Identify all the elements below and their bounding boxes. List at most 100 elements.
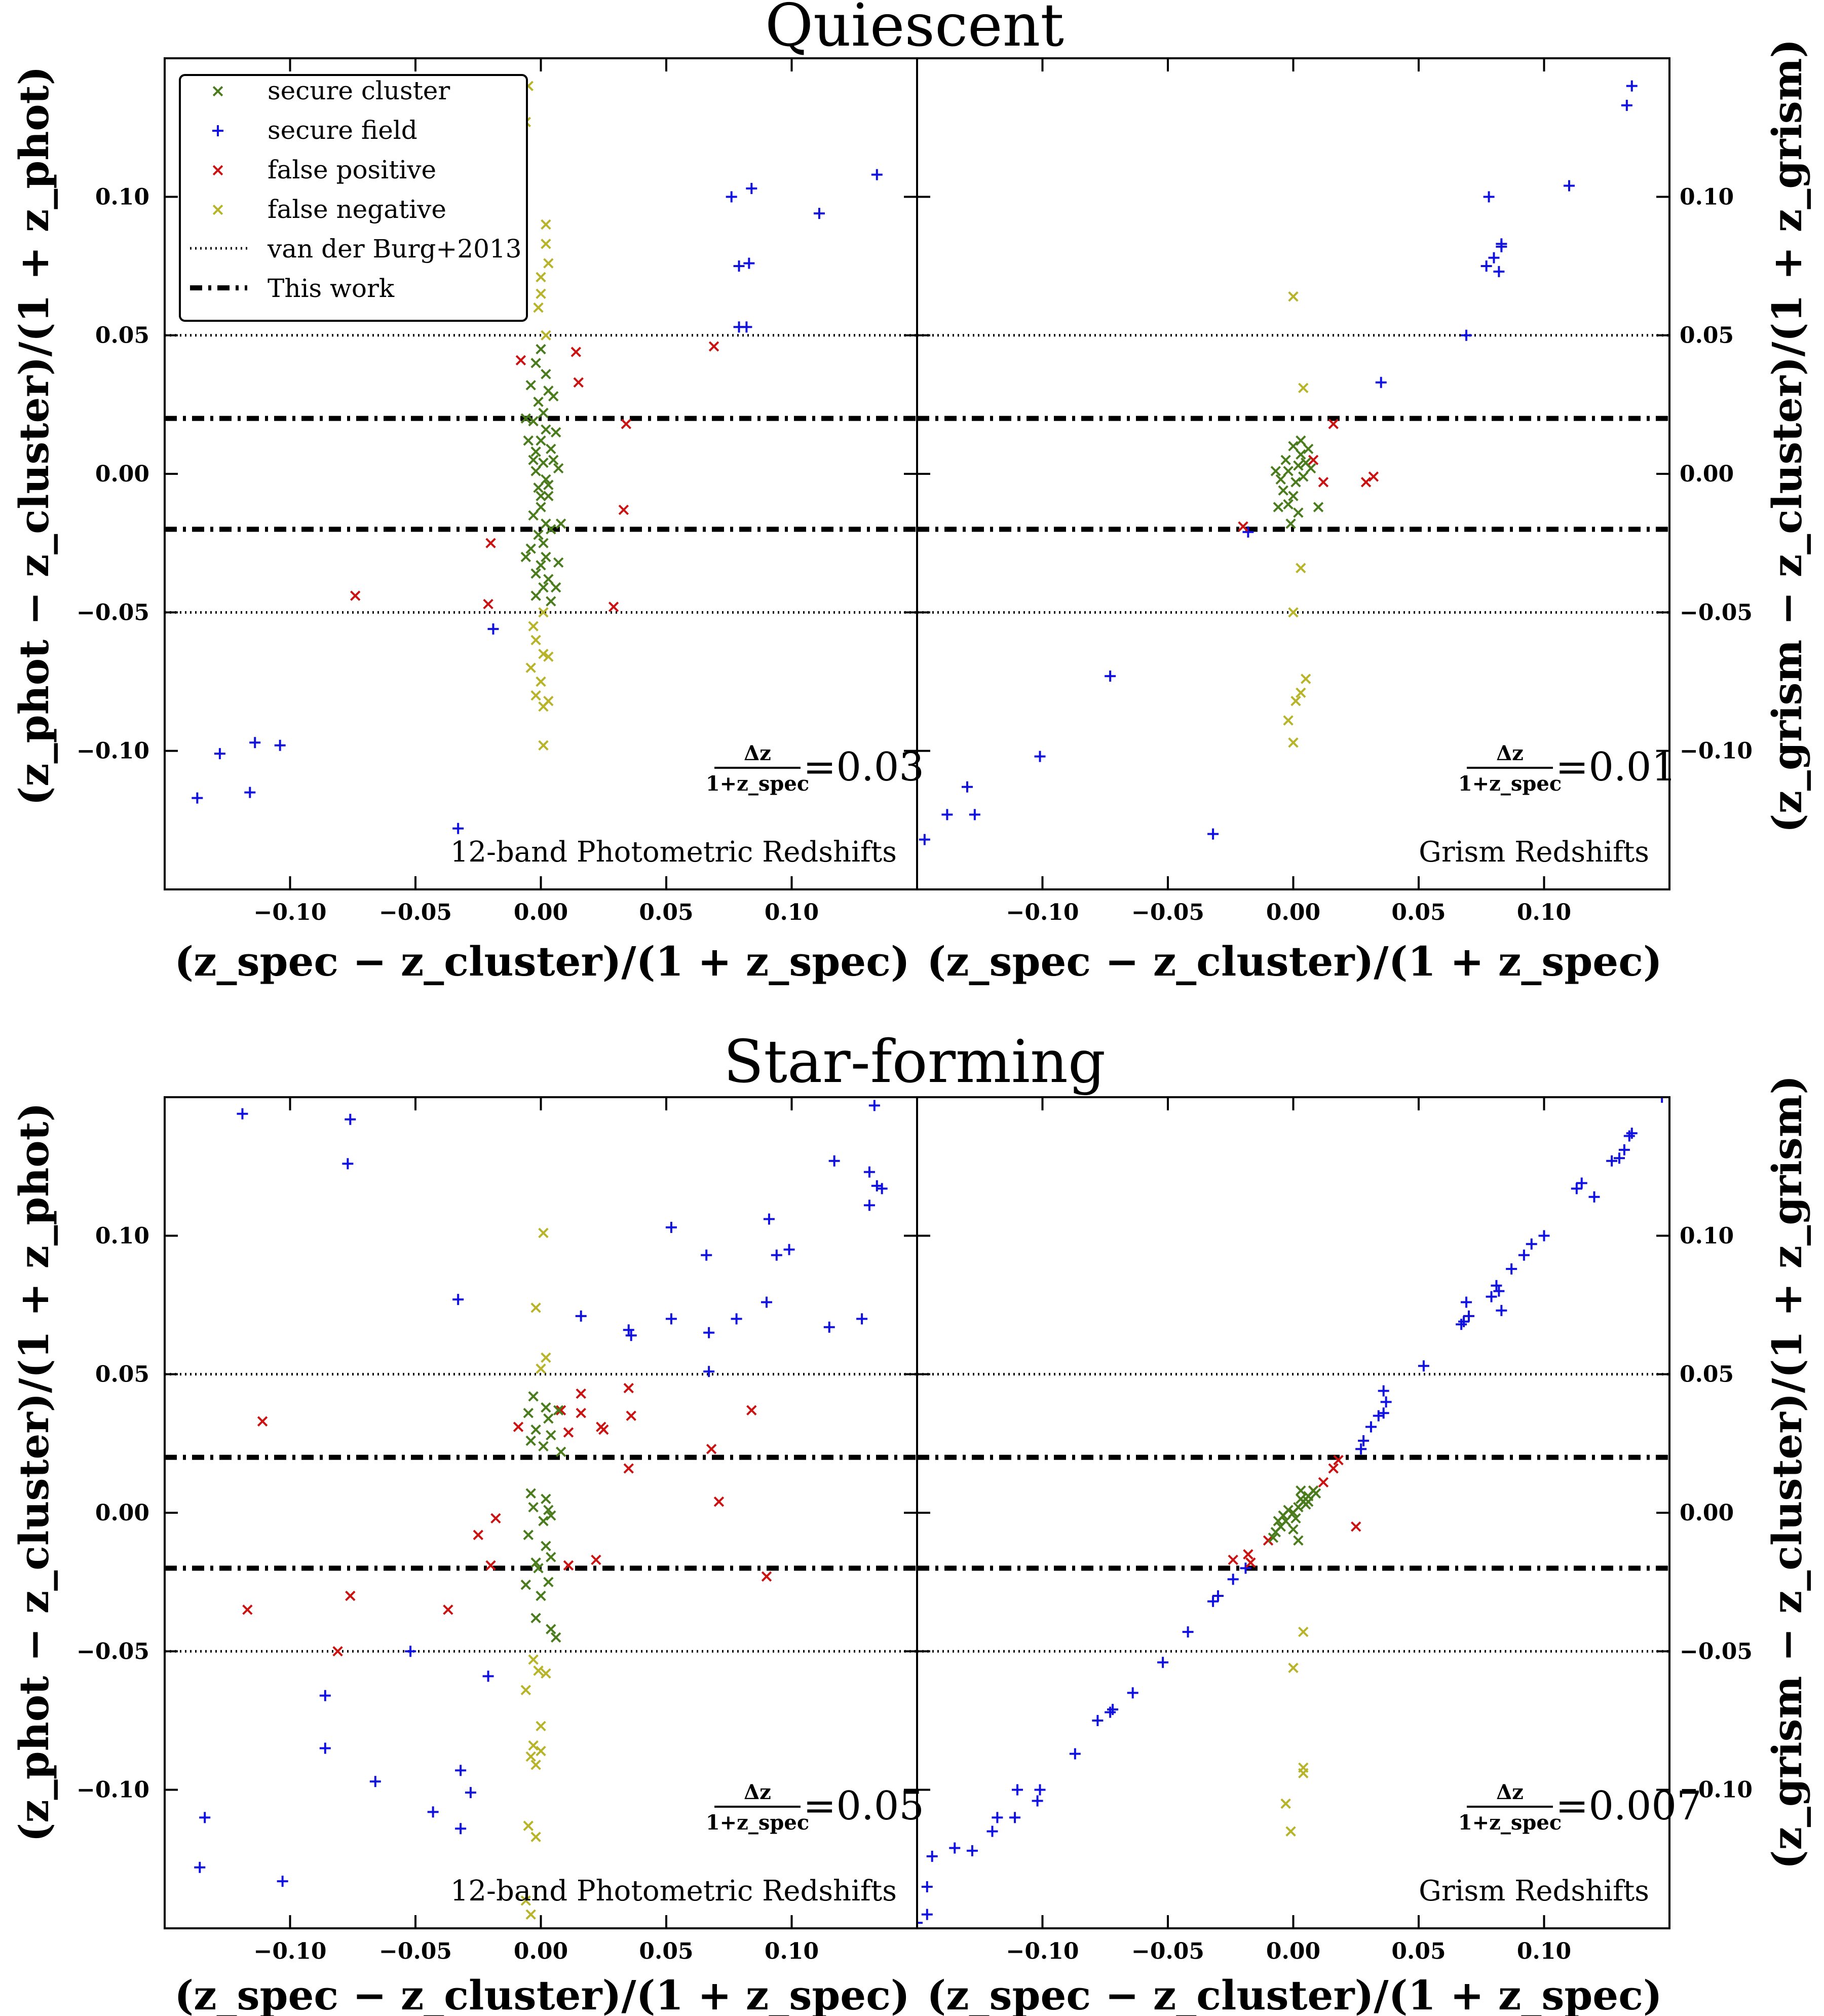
series-false-positive — [1238, 419, 1379, 532]
x-marker — [528, 510, 539, 521]
x-marker — [1298, 1626, 1309, 1637]
x-marker — [1238, 521, 1248, 532]
field-plus-marker — [345, 1113, 356, 1125]
x-marker — [546, 1552, 556, 1562]
x-marker — [543, 1505, 554, 1515]
field-plus-marker — [405, 1646, 416, 1657]
x-marker — [530, 358, 541, 368]
series-secure-cluster — [520, 344, 566, 607]
field-plus-marker — [194, 1861, 206, 1873]
field-plus-marker — [771, 1249, 782, 1261]
x-tick-label: −0.10 — [253, 900, 326, 925]
x-marker — [541, 551, 551, 563]
x-marker — [1283, 499, 1294, 510]
x-marker — [1296, 449, 1306, 460]
x-marker — [1243, 1549, 1253, 1560]
x-marker — [528, 1391, 539, 1402]
legend-entry: false positive — [212, 155, 436, 184]
x-marker — [1290, 1513, 1301, 1524]
x-marker — [520, 1579, 531, 1590]
scatter-annotation: Δz 1+z_spec=0.05 — [706, 1780, 924, 1835]
y-tick-label-left: 0.05 — [95, 323, 149, 349]
field-plus-marker — [921, 1909, 933, 1920]
field-plus-marker — [1496, 1304, 1507, 1316]
x-marker — [550, 1632, 561, 1643]
y-tick-label-right: 0.10 — [1680, 184, 1734, 210]
scatter-annotation: Δz 1+z_spec=0.01 — [1458, 741, 1677, 796]
x-axis-label-bottom-left: (z_spec − z_cluster)/(1 + z_spec) — [174, 1971, 910, 2016]
y-tick-label-right: 0.05 — [1680, 1362, 1734, 1388]
y-tick-label-left: −0.05 — [77, 1638, 149, 1664]
x-marker — [1298, 1768, 1309, 1779]
x-marker — [543, 479, 554, 491]
field-plus-marker — [1491, 1280, 1502, 1291]
field-plus-marker — [1157, 1657, 1169, 1668]
x-marker — [345, 1590, 356, 1601]
x-marker — [1283, 715, 1294, 726]
x-axis-label-top-left: (z_spec − z_cluster)/(1 + z_spec) — [174, 938, 910, 985]
x-marker — [1283, 466, 1294, 476]
x-marker — [536, 435, 546, 446]
field-plus-marker — [1623, 1130, 1635, 1142]
field-plus-marker — [917, 1917, 923, 1928]
field-plus-marker — [1496, 238, 1507, 250]
field-plus-marker — [237, 1108, 248, 1119]
y-tick-label-left: 0.00 — [95, 461, 149, 487]
series-secure-field — [192, 169, 883, 834]
field-plus-marker — [1358, 1435, 1370, 1446]
x-marker — [485, 1560, 496, 1571]
field-plus-marker — [482, 1670, 494, 1682]
panel-1: −0.10 −0.10 −0.05 −0.05 0.00 0.00 0.05 0.05 0.10… — [77, 57, 924, 925]
delta-z-numerator: Δz — [744, 741, 771, 765]
field-plus-marker — [1212, 1590, 1224, 1601]
field-plus-marker — [1034, 1784, 1046, 1796]
x-marker — [530, 1302, 541, 1313]
series-secure-field — [917, 1097, 1668, 1928]
field-plus-marker — [966, 1845, 978, 1856]
series-secure-cluster — [1270, 435, 1324, 529]
panel-label: 12-band Photometric Redshifts — [450, 836, 897, 869]
legend-entry: secure field — [212, 116, 417, 145]
field-plus-marker — [871, 1180, 883, 1191]
x-marker — [1270, 466, 1281, 476]
y-tick-label-right: 0.00 — [1680, 1500, 1734, 1526]
x-marker — [536, 1721, 546, 1732]
x-marker — [528, 416, 539, 427]
field-plus-marker — [665, 1221, 677, 1233]
field-plus-marker — [452, 823, 464, 834]
x-marker — [626, 1410, 636, 1421]
x-marker — [528, 1502, 539, 1513]
x-marker — [530, 466, 541, 476]
x-marker — [1268, 1532, 1279, 1543]
y-tick-label-right: −0.10 — [1680, 1777, 1753, 1803]
legend-label: false positive — [268, 155, 436, 184]
series-false-negative — [1280, 1626, 1309, 1837]
y-tick-label-left: 0.10 — [95, 1223, 149, 1249]
x-marker — [530, 1832, 541, 1842]
delta-z-denominator: 1+z_spec — [1458, 772, 1562, 796]
x-marker — [571, 347, 582, 357]
x-marker — [1288, 737, 1299, 748]
x-marker — [538, 457, 549, 468]
x-marker — [1293, 460, 1304, 471]
x-marker — [543, 491, 554, 501]
x-marker — [553, 463, 564, 474]
field-plus-marker — [871, 169, 883, 180]
y-tick-label-left: 0.00 — [95, 1500, 149, 1526]
x-tick-label: −0.10 — [1006, 900, 1079, 925]
field-plus-marker — [828, 1155, 840, 1167]
x-marker — [473, 1529, 483, 1540]
field-plus-marker — [452, 1294, 464, 1305]
x-marker — [548, 391, 559, 402]
scatter-points — [917, 1097, 1668, 1928]
field-plus-marker — [1493, 1285, 1505, 1297]
x-marker — [1296, 563, 1306, 574]
field-plus-marker — [1380, 1396, 1392, 1408]
x-marker — [257, 1416, 268, 1427]
x-marker — [546, 1430, 556, 1441]
y-tick-label-right: 0.00 — [1680, 461, 1734, 487]
series-false-positive — [350, 341, 719, 612]
series-secure-field — [194, 1100, 888, 1887]
x-marker — [541, 1541, 551, 1551]
